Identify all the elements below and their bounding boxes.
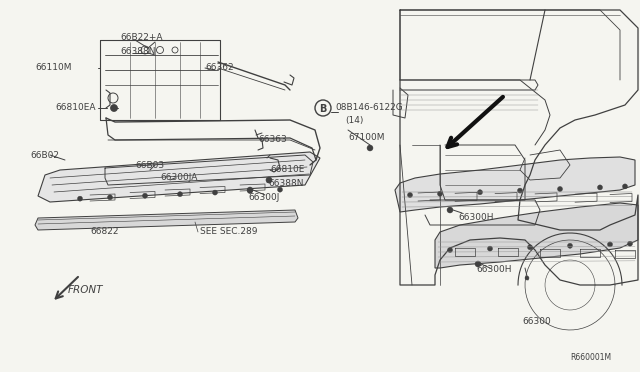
Text: 66388N: 66388N <box>120 48 156 57</box>
Circle shape <box>627 241 632 246</box>
Text: 66300: 66300 <box>522 317 551 327</box>
Circle shape <box>408 192 413 198</box>
Circle shape <box>247 187 253 193</box>
Text: 66300JA: 66300JA <box>160 173 197 183</box>
Text: (14): (14) <box>345 115 364 125</box>
Text: 66810EA: 66810EA <box>55 103 95 112</box>
Text: 66300H: 66300H <box>476 266 511 275</box>
Polygon shape <box>38 152 320 202</box>
Text: 66810E: 66810E <box>270 166 305 174</box>
Polygon shape <box>395 157 635 212</box>
Circle shape <box>367 145 373 151</box>
Polygon shape <box>435 203 638 268</box>
Circle shape <box>438 191 442 196</box>
Text: 66362: 66362 <box>205 64 234 73</box>
Circle shape <box>108 195 113 200</box>
Circle shape <box>447 247 452 253</box>
Circle shape <box>623 184 627 189</box>
Polygon shape <box>35 210 298 230</box>
Circle shape <box>518 188 522 193</box>
Circle shape <box>475 261 481 267</box>
Circle shape <box>488 246 493 251</box>
Text: 66300J: 66300J <box>248 193 280 202</box>
Text: SEE SEC.289: SEE SEC.289 <box>200 228 257 237</box>
Circle shape <box>212 190 218 195</box>
Circle shape <box>557 186 563 192</box>
Text: 67100M: 67100M <box>348 134 385 142</box>
Text: 66B03: 66B03 <box>135 160 164 170</box>
Text: 66822: 66822 <box>90 228 118 237</box>
Text: 66388N: 66388N <box>268 179 303 187</box>
Circle shape <box>607 242 612 247</box>
Text: 66110M: 66110M <box>35 64 72 73</box>
Text: R660001M: R660001M <box>570 353 611 362</box>
Text: B: B <box>319 104 326 114</box>
Circle shape <box>177 192 182 197</box>
Circle shape <box>568 243 573 248</box>
Text: 66B02: 66B02 <box>30 151 59 160</box>
Circle shape <box>248 189 253 193</box>
Text: 66300H: 66300H <box>458 214 493 222</box>
Circle shape <box>77 196 83 201</box>
Circle shape <box>477 190 483 195</box>
Text: 66B22+A: 66B22+A <box>120 33 163 42</box>
Text: FRONT: FRONT <box>68 285 104 295</box>
Circle shape <box>143 193 147 198</box>
Circle shape <box>525 276 529 280</box>
Circle shape <box>266 177 272 183</box>
Text: 08B146-6122G: 08B146-6122G <box>335 103 403 112</box>
Circle shape <box>447 207 453 213</box>
Circle shape <box>111 105 118 112</box>
Circle shape <box>278 187 282 192</box>
Circle shape <box>598 185 602 190</box>
Text: 66363: 66363 <box>258 135 287 144</box>
Circle shape <box>527 245 532 250</box>
